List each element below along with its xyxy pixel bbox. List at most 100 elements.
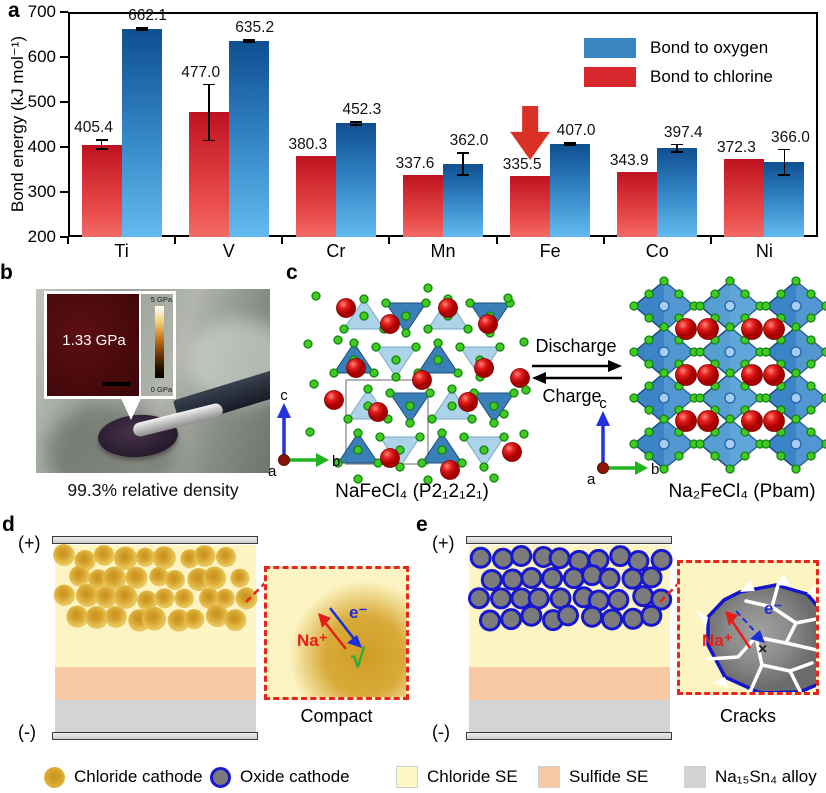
category-label: Fe xyxy=(539,241,561,261)
error-bar xyxy=(247,39,250,43)
cracked-particle xyxy=(697,574,816,692)
value-label: 372.3 xyxy=(717,139,756,157)
y-tick xyxy=(60,191,68,193)
bar-oxygen-V xyxy=(228,41,269,237)
value-label: 362.0 xyxy=(449,132,489,150)
axis-a-label: a xyxy=(268,463,277,480)
x-tick xyxy=(602,237,605,244)
electron-label-d: e⁻ xyxy=(349,603,368,622)
check-mark: √ xyxy=(351,643,366,673)
error-cap xyxy=(671,143,684,146)
panel-d-label: d xyxy=(2,513,15,536)
bottom-electrode-e xyxy=(466,732,672,740)
na-ion-label-d: Na⁺ xyxy=(297,631,328,650)
y-tick xyxy=(60,11,68,13)
x-tick xyxy=(281,237,284,244)
right-formula: Na₂FeCl₄ (Pbam) xyxy=(668,481,816,502)
cracks-inset: Na⁺ e⁻ × xyxy=(677,560,819,695)
error-cap xyxy=(95,148,108,150)
category-label: Cr xyxy=(326,241,346,261)
axis-c-label: c xyxy=(599,395,607,412)
bar-chlorine-Ni xyxy=(724,159,765,237)
density-caption: 99.3% relative density xyxy=(67,480,239,500)
error-cap xyxy=(778,148,791,151)
bar-oxygen-Co xyxy=(657,148,698,237)
error-bar xyxy=(676,143,679,153)
category-label: Co xyxy=(645,241,669,261)
y-tick xyxy=(60,146,68,148)
y-axis-title: Bond energy (kJ mol⁻¹) xyxy=(8,35,27,213)
error-cap xyxy=(242,41,255,43)
compact-inset: Na⁺ e⁻ √ xyxy=(264,566,409,700)
y-tick-label: 300 xyxy=(27,182,56,201)
colorbar xyxy=(155,306,164,378)
alloy-layer-d xyxy=(55,700,256,732)
na-ion-label-e: Na⁺ xyxy=(702,631,733,650)
modulus-value: 1.33 GPa xyxy=(62,332,126,349)
compact-caption: Compact xyxy=(300,706,373,726)
sulfide-se-layer-e xyxy=(469,667,670,700)
category-label: Ti xyxy=(114,241,129,261)
legend-item: Chloride SE xyxy=(396,765,518,789)
chloride-cathode-particles xyxy=(53,544,258,632)
left-formula: NaFeCl₄ (P2₁2₁2₁) xyxy=(335,481,489,502)
bar-chlorine-Mn xyxy=(403,175,443,237)
y-tick xyxy=(60,56,68,58)
legend-item: Chloride cathode xyxy=(44,765,203,789)
legend-swatch xyxy=(584,38,636,58)
legend-item: Na₁₅Sn₄ alloy xyxy=(684,765,817,789)
bar-oxygen-Mn xyxy=(443,164,483,237)
reaction-arrows xyxy=(532,360,622,384)
sulfide-se-layer-d xyxy=(55,667,256,700)
colorbar-min: 0 GPa xyxy=(150,385,172,394)
legend-item-label: Chloride SE xyxy=(427,767,518,786)
value-label: 380.3 xyxy=(288,135,328,153)
top-electrode-e xyxy=(466,536,672,544)
na2fecl4-structure xyxy=(629,276,826,474)
compact-arrows xyxy=(318,607,362,650)
bottom-electrode-d xyxy=(52,732,258,740)
y-tick-label: 400 xyxy=(27,137,56,156)
axes-right: c b a xyxy=(587,395,659,488)
value-label: 477.0 xyxy=(181,63,221,81)
error-bar xyxy=(462,152,464,176)
error-cap xyxy=(564,144,577,146)
error-cap xyxy=(135,29,148,31)
swatch-square xyxy=(538,766,560,788)
axis-b-label: b xyxy=(332,453,340,470)
error-bar xyxy=(355,121,357,126)
error-cap xyxy=(95,139,108,141)
panel-e-label: e xyxy=(416,513,428,536)
bar-chlorine-Ti xyxy=(81,144,122,237)
value-label: 397.4 xyxy=(663,123,703,141)
y-tick xyxy=(60,236,68,238)
legend-swatch xyxy=(584,67,636,87)
axis-a-label: a xyxy=(587,471,596,488)
error-cap xyxy=(135,27,148,29)
y-tick-label: 200 xyxy=(27,227,56,246)
x-tick xyxy=(388,237,391,244)
positive-terminal-d: (+) xyxy=(18,533,41,553)
bar-chlorine-Cr xyxy=(295,155,336,237)
value-label: 405.4 xyxy=(74,119,113,137)
error-cap xyxy=(457,174,469,176)
axis-b-label: b xyxy=(651,461,659,478)
modulus-map: 1.33 GPa xyxy=(47,294,141,396)
oxide-cathode-swatch xyxy=(210,766,231,788)
panel-c-label: c xyxy=(286,261,298,284)
legend-label: Bond to chlorine xyxy=(650,67,773,86)
legend-item: Oxide cathode xyxy=(210,765,350,789)
chart-legend-item: Bond to oxygen xyxy=(584,38,773,58)
error-cap xyxy=(242,39,255,41)
error-bar xyxy=(783,148,786,176)
value-label: 452.3 xyxy=(342,101,382,119)
legend-label: Bond to oxygen xyxy=(650,38,769,57)
y-tick xyxy=(60,101,68,103)
bar-chlorine-Fe xyxy=(510,176,551,237)
legend-item-label: Sulfide SE xyxy=(569,767,649,786)
value-label: 662.1 xyxy=(128,7,167,25)
bond-energy-chart: Bond energy (kJ mol⁻¹) Bond to oxygen Bon… xyxy=(0,0,826,261)
inset-pointer xyxy=(120,396,142,420)
error-bar xyxy=(207,83,210,142)
error-cap xyxy=(457,152,469,154)
